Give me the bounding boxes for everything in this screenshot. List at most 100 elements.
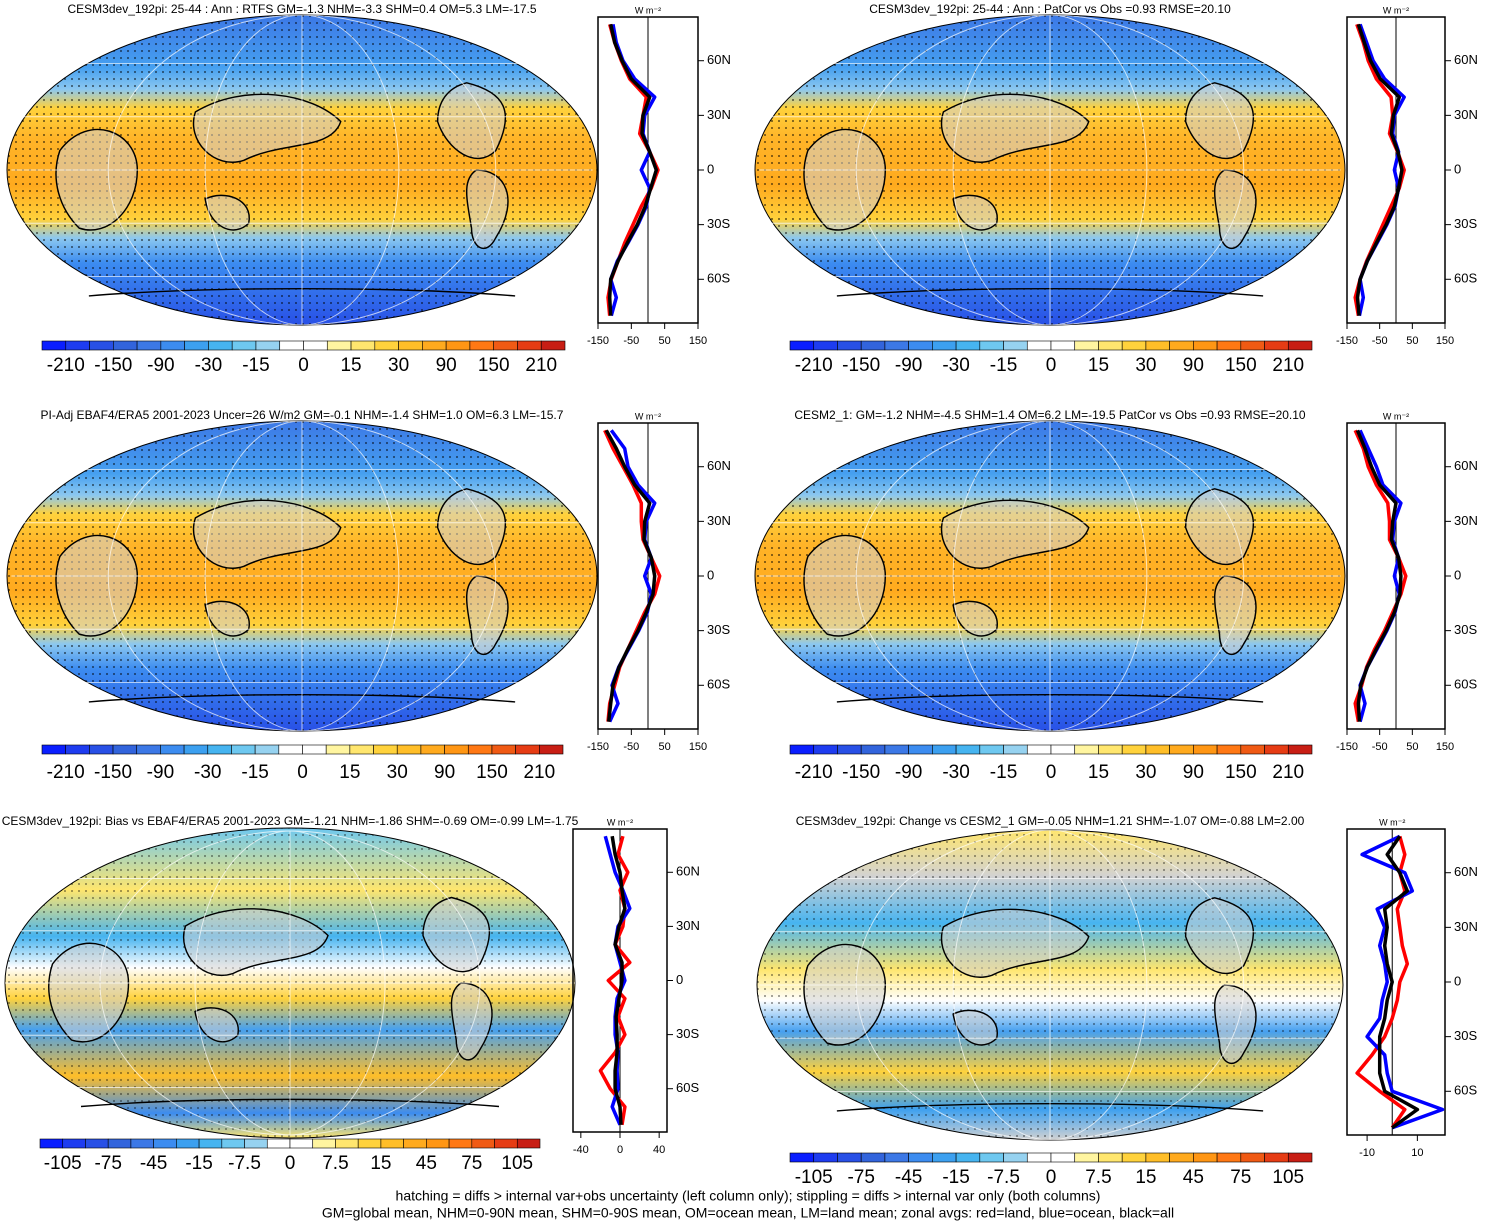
colorbar-label: -150 [94,762,132,783]
zonal-line [1355,429,1403,722]
colorbar-box [813,340,838,351]
colorbar-box [1264,1152,1289,1163]
note: GM=global mean, NHM=0-90N mean, SHM=0-90… [322,1205,1174,1221]
x-tick-label: 50 [659,335,671,347]
colorbar-box [396,744,422,755]
colorbar-label: 0 [1046,355,1057,376]
colorbar-box [1169,744,1194,755]
panel-title: CESM3dev_192pi: Change vs CESM2_1 GM=-0.… [796,814,1305,828]
x-tick-label: -150 [1336,335,1358,347]
colorbar-box [1264,744,1289,755]
x-tick-label: 10 [1411,1147,1423,1159]
colorbar-label: 7.5 [322,1153,348,1174]
colorbar-label: -90 [147,762,174,783]
colorbar-box [540,340,566,351]
unit-label: W m⁻² [1383,5,1409,15]
colorbar-box [62,1138,86,1149]
colorbar-box [1240,1152,1265,1163]
colorbar-box [1145,744,1170,755]
colorbar-label: 15 [1088,355,1109,376]
colorbar-label: 15 [1135,1167,1156,1188]
colorbar-label: -15 [990,355,1017,376]
y-tick-label: 0 [707,567,714,582]
y-tick-label: 60N [1454,52,1478,67]
colorbar-box [403,1138,427,1149]
colorbar-label: 30 [387,762,408,783]
colorbar-box [1240,744,1265,755]
zonal-line [1360,834,1445,1130]
zonal-line [1355,23,1404,316]
panel-title: CESM2_1: GM=-1.2 NHM=-4.5 SHM=1.4 OM=6.2… [794,408,1306,422]
colorbar-box [1074,1152,1099,1163]
colorbar-box [1287,1152,1313,1163]
y-tick-label: 30S [1454,622,1477,637]
colorbar-box [422,340,447,351]
colorbar-box [932,744,957,755]
colorbar-box [491,744,516,755]
unit-label: W m⁻² [607,817,633,827]
colorbar-box [494,1138,518,1149]
y-tick-label: 0 [1454,567,1461,582]
colorbar-box [1098,1152,1123,1163]
colorbar-label: 0 [1046,762,1057,783]
y-tick-label: 60S [676,1080,699,1095]
unit-label: W m⁻² [635,5,661,15]
colorbar-label: 30 [1135,762,1156,783]
colorbar-label: 210 [1272,762,1304,783]
colorbar-box [39,1138,64,1149]
colorbar-box [884,744,909,755]
colorbar-box [860,744,886,755]
y-tick-label: 60N [707,458,731,473]
colorbar-label: -105 [44,1153,82,1174]
colorbar-box [426,1138,450,1149]
colorbar-box [254,744,280,755]
map-row-1 [6,14,1346,326]
colorbar-box [153,1138,177,1149]
colorbar-box [493,340,518,351]
colorbar-box [1003,1152,1028,1163]
colorbar-label: 210 [525,355,557,376]
zonal-line [610,835,627,1125]
colorbar-box [1216,1152,1242,1163]
panel-title: CESM3dev_192pi: Bias vs EBAF4/ERA5 2001-… [2,814,579,828]
colorbar-box [837,1152,862,1163]
x-tick-label: 50 [659,741,671,753]
colorbar-box [1193,340,1218,351]
colorbar-label: -210 [795,762,833,783]
colorbar-box [303,340,328,351]
colorbar-box [1121,340,1147,351]
colorbar-box [932,1152,957,1163]
colorbar-label: -7.5 [228,1153,261,1174]
colorbar-box [979,1152,1004,1163]
colorbar-box [89,340,114,351]
colorbar-box [255,340,281,351]
colorbar-box [837,340,862,351]
zonal-line [1358,429,1403,723]
colorbar-box [136,744,161,755]
colorbar-box [335,1138,359,1149]
y-tick-label: 60N [707,52,731,67]
colorbar-box [448,1138,473,1149]
colorbar-box [1193,744,1218,755]
x-tick-label: 150 [1436,335,1454,347]
colorbar-label: 45 [416,1153,437,1174]
colorbar-box [1026,1152,1052,1163]
x-tick-label: -150 [1336,741,1358,753]
colorbar-label: 90 [1183,762,1204,783]
colorbar-box [908,1152,933,1163]
colorbar-box [380,1138,404,1149]
y-tick-label: 30S [707,216,730,231]
colorbar-label: -105 [795,1167,833,1188]
y-tick-label: 30N [1454,107,1478,122]
y-tick-label: 60S [1454,271,1477,286]
colorbar-box [373,744,398,755]
colorbar-label: -30 [942,762,969,783]
colorbar-box [398,340,423,351]
colorbar-box [326,340,352,351]
y-tick-label: 30N [1454,919,1478,934]
colorbar-box [1026,744,1052,755]
colorbar-box [1216,744,1242,755]
colorbar-box [1169,340,1194,351]
colorbar-box [160,744,185,755]
y-tick-label: 30S [1454,1028,1477,1043]
